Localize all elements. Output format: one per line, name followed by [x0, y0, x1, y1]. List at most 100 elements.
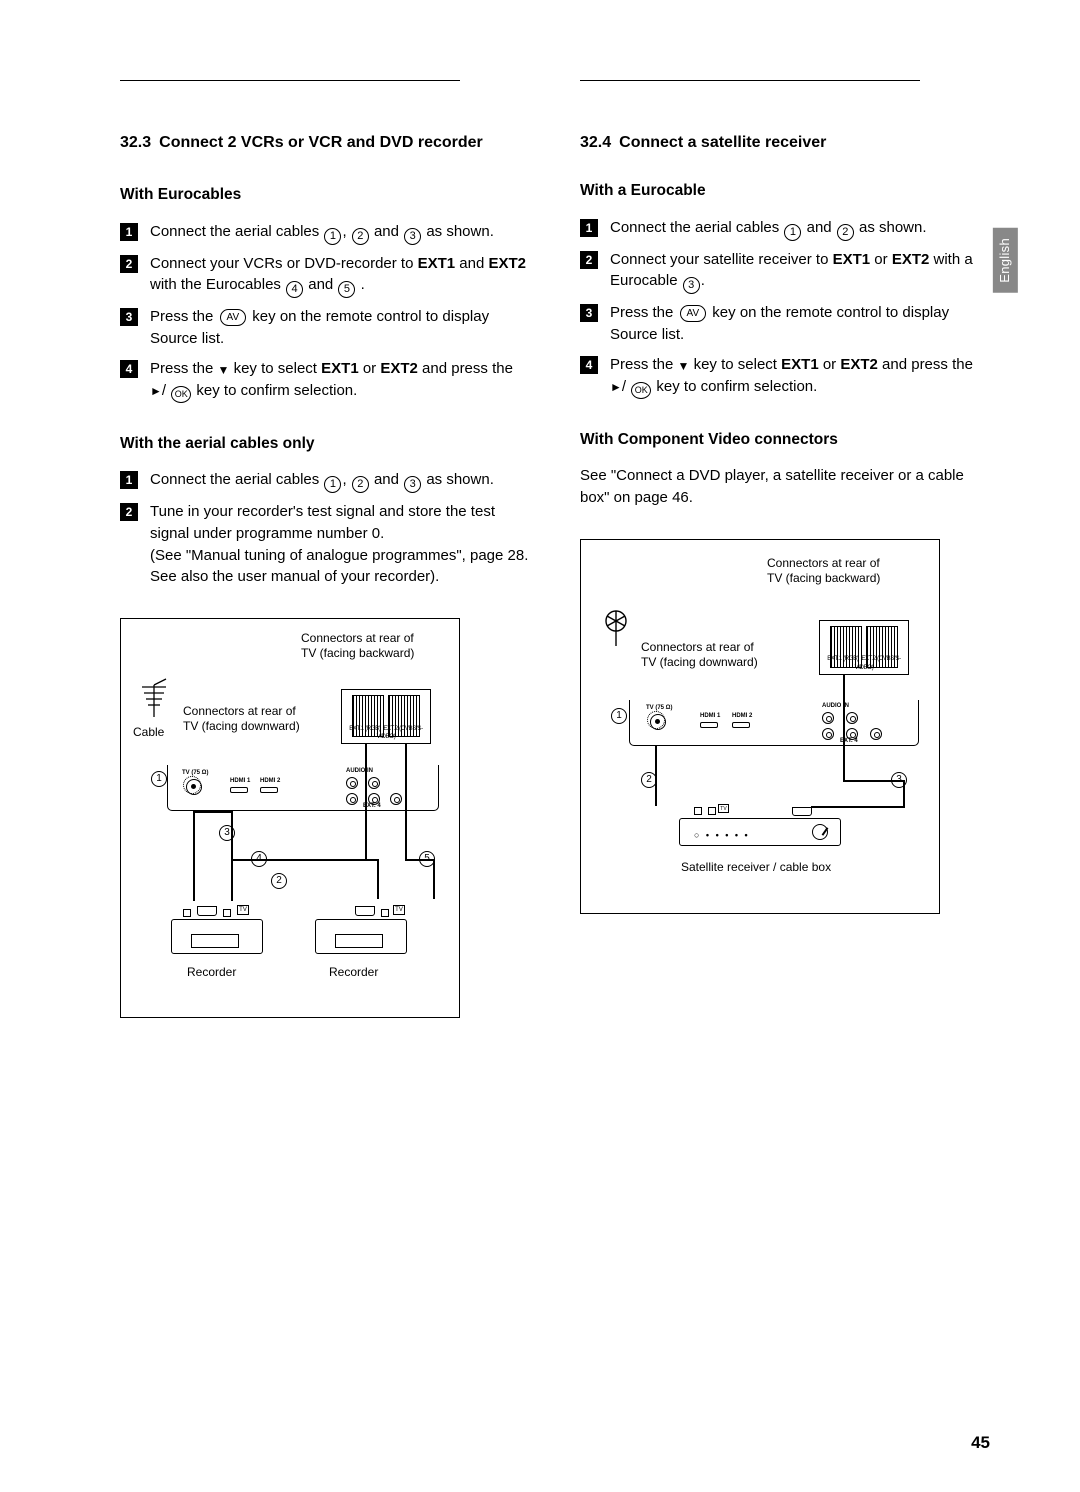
recorder-slot [335, 934, 383, 948]
step-3: 3 Press the AV key on the remote control… [580, 302, 990, 346]
step-badge: 3 [120, 308, 138, 326]
diagram-vcr: Connectors at rear of TV (facing backwar… [120, 618, 460, 1018]
ok-key-icon: OK [631, 382, 651, 399]
step-badge: 4 [120, 360, 138, 378]
t: (See "Manual tuning of analogue programm… [150, 547, 528, 586]
ext2: EXT2 [380, 360, 418, 377]
left-column: 32.3 Connect 2 VCRs or VCR and DVD recor… [120, 80, 530, 1018]
step-4: 4 Press the ▼ key to select EXT1 or EXT2… [120, 358, 530, 403]
t: , [342, 223, 350, 240]
t: as shown. [422, 223, 494, 240]
step-3: 3 Press the AV key on the remote control… [120, 306, 530, 350]
t: Press the [610, 304, 678, 321]
circled-2: 2 [352, 228, 369, 245]
section-heading: Connect 2 VCRs or VCR and DVD recorder [159, 131, 483, 154]
t: Connect the aerial cables [150, 223, 323, 240]
ypbpr-jack [346, 793, 358, 805]
step-text: Connect your satellite receiver to EXT1 … [610, 249, 990, 295]
scart-labels: EXT.1 (RGB) EXT.2 (CVBS/S-VIDEO) [820, 655, 908, 672]
hdmi1-port [230, 787, 248, 793]
diagram-satellite: Connectors at rear of TV (facing backwar… [580, 539, 940, 914]
av-key-icon: AV [220, 309, 247, 326]
circled-2: 2 [837, 224, 854, 241]
t: , [342, 471, 350, 488]
av-key-icon: AV [680, 305, 707, 322]
subtitle-component-video: With Component Video connectors [580, 429, 990, 451]
scart-panel: EXT.1 (RGB) EXT.2 (CVBS/S-VIDEO) [819, 620, 909, 675]
right-arrow-icon: ► [150, 384, 162, 398]
label-recorder-2: Recorder [329, 965, 378, 980]
tv-icon: TV [237, 905, 249, 915]
t: and [370, 471, 403, 488]
ext2: EXT2 [488, 255, 526, 272]
hdmi2-port [260, 787, 278, 793]
page-body: 32.3 Connect 2 VCRs or VCR and DVD recor… [120, 80, 990, 1018]
circled-2: 2 [352, 476, 369, 493]
section-title-32-3: 32.3 Connect 2 VCRs or VCR and DVD recor… [120, 131, 530, 154]
steps-aerial-only: 1 Connect the aerial cables 1, 2 and 3 a… [120, 469, 530, 588]
t: Press the [150, 308, 218, 325]
t: and [802, 219, 835, 236]
wire [843, 675, 845, 780]
circled-3: 3 [683, 277, 700, 294]
rf-plug [223, 909, 231, 917]
t: . [356, 276, 364, 293]
tv-bottom-panel: TV (75 Ω) HDMI 1 HDMI 2 AUDIO IN EXT. 4 [629, 700, 919, 746]
audio-l-jack [822, 712, 834, 724]
hdmi1-port [700, 722, 718, 728]
t: key to select [229, 360, 321, 377]
t: as shown. [422, 471, 494, 488]
rf-plug [708, 807, 716, 815]
step-text: Connect the aerial cables 1, 2 and 3 as … [150, 221, 530, 245]
circled-5: 5 [338, 281, 355, 298]
tv-bottom-panel: TV (75 Ω) HDMI 1 HDMI 2 AUDIO IN EXT. 4 [167, 765, 439, 811]
label-hdmi1: HDMI 1 [700, 712, 720, 721]
t: with the Eurocables [150, 276, 285, 293]
step-text: Connect the aerial cables 1, 2 and 3 as … [150, 469, 530, 493]
diagram-circled-1: 1 [151, 771, 167, 787]
t: or [819, 356, 841, 373]
step-text: Press the AV key on the remote control t… [610, 302, 990, 346]
diagram-circled-1: 1 [611, 708, 627, 724]
label-audioin: AUDIO IN [346, 767, 373, 776]
t: key to confirm selection. [652, 378, 817, 395]
down-arrow-icon: ▼ [678, 359, 690, 373]
label-satellite-box: Satellite receiver / cable box [681, 860, 831, 875]
circled-1: 1 [324, 228, 341, 245]
wire [261, 859, 367, 861]
coax-jack [650, 714, 666, 730]
scart-labels: EXT.1 (RGB) EXT.2 (CVBS/S-VIDEO) [342, 725, 430, 742]
t: Connect your VCRs or DVD-recorder to [150, 255, 418, 272]
step-badge: 2 [120, 255, 138, 273]
step-badge: 1 [120, 471, 138, 489]
right-column: 32.4 Connect a satellite receiver With a… [580, 80, 990, 1018]
coax-jack [186, 779, 202, 795]
step-text: Connect the aerial cables 1 and 2 as sho… [610, 217, 990, 241]
circled-1: 1 [324, 476, 341, 493]
ext1: EXT1 [833, 251, 871, 268]
down-arrow-icon: ▼ [218, 363, 230, 377]
scart-plug [197, 906, 217, 916]
step-badge: 2 [120, 503, 138, 521]
wire [843, 780, 905, 782]
step-2: 2 Connect your satellite receiver to EXT… [580, 249, 990, 295]
t: key to select [689, 356, 781, 373]
step-text: Connect your VCRs or DVD-recorder to EXT… [150, 253, 530, 299]
ext1: EXT1 [418, 255, 456, 272]
step-2: 2 Connect your VCRs or DVD-recorder to E… [120, 253, 530, 299]
audio-r-jack [846, 712, 858, 724]
steps-sat-eurocable: 1 Connect the aerial cables 1 and 2 as s… [580, 217, 990, 399]
ok-key-icon: OK [171, 386, 191, 403]
section-number: 32.3 [120, 131, 151, 154]
t: key to confirm selection. [192, 382, 357, 399]
label-hdmi2: HDMI 2 [260, 777, 280, 786]
wire [655, 746, 657, 806]
wire [433, 859, 435, 899]
label-recorder-1: Recorder [187, 965, 236, 980]
section-title-32-4: 32.4 Connect a satellite receiver [580, 131, 990, 154]
t: as shown. [855, 219, 927, 236]
t: Connect the aerial cables [150, 471, 323, 488]
ypbpr-jack [390, 793, 402, 805]
t: and [455, 255, 488, 272]
step-badge: 4 [580, 356, 598, 374]
